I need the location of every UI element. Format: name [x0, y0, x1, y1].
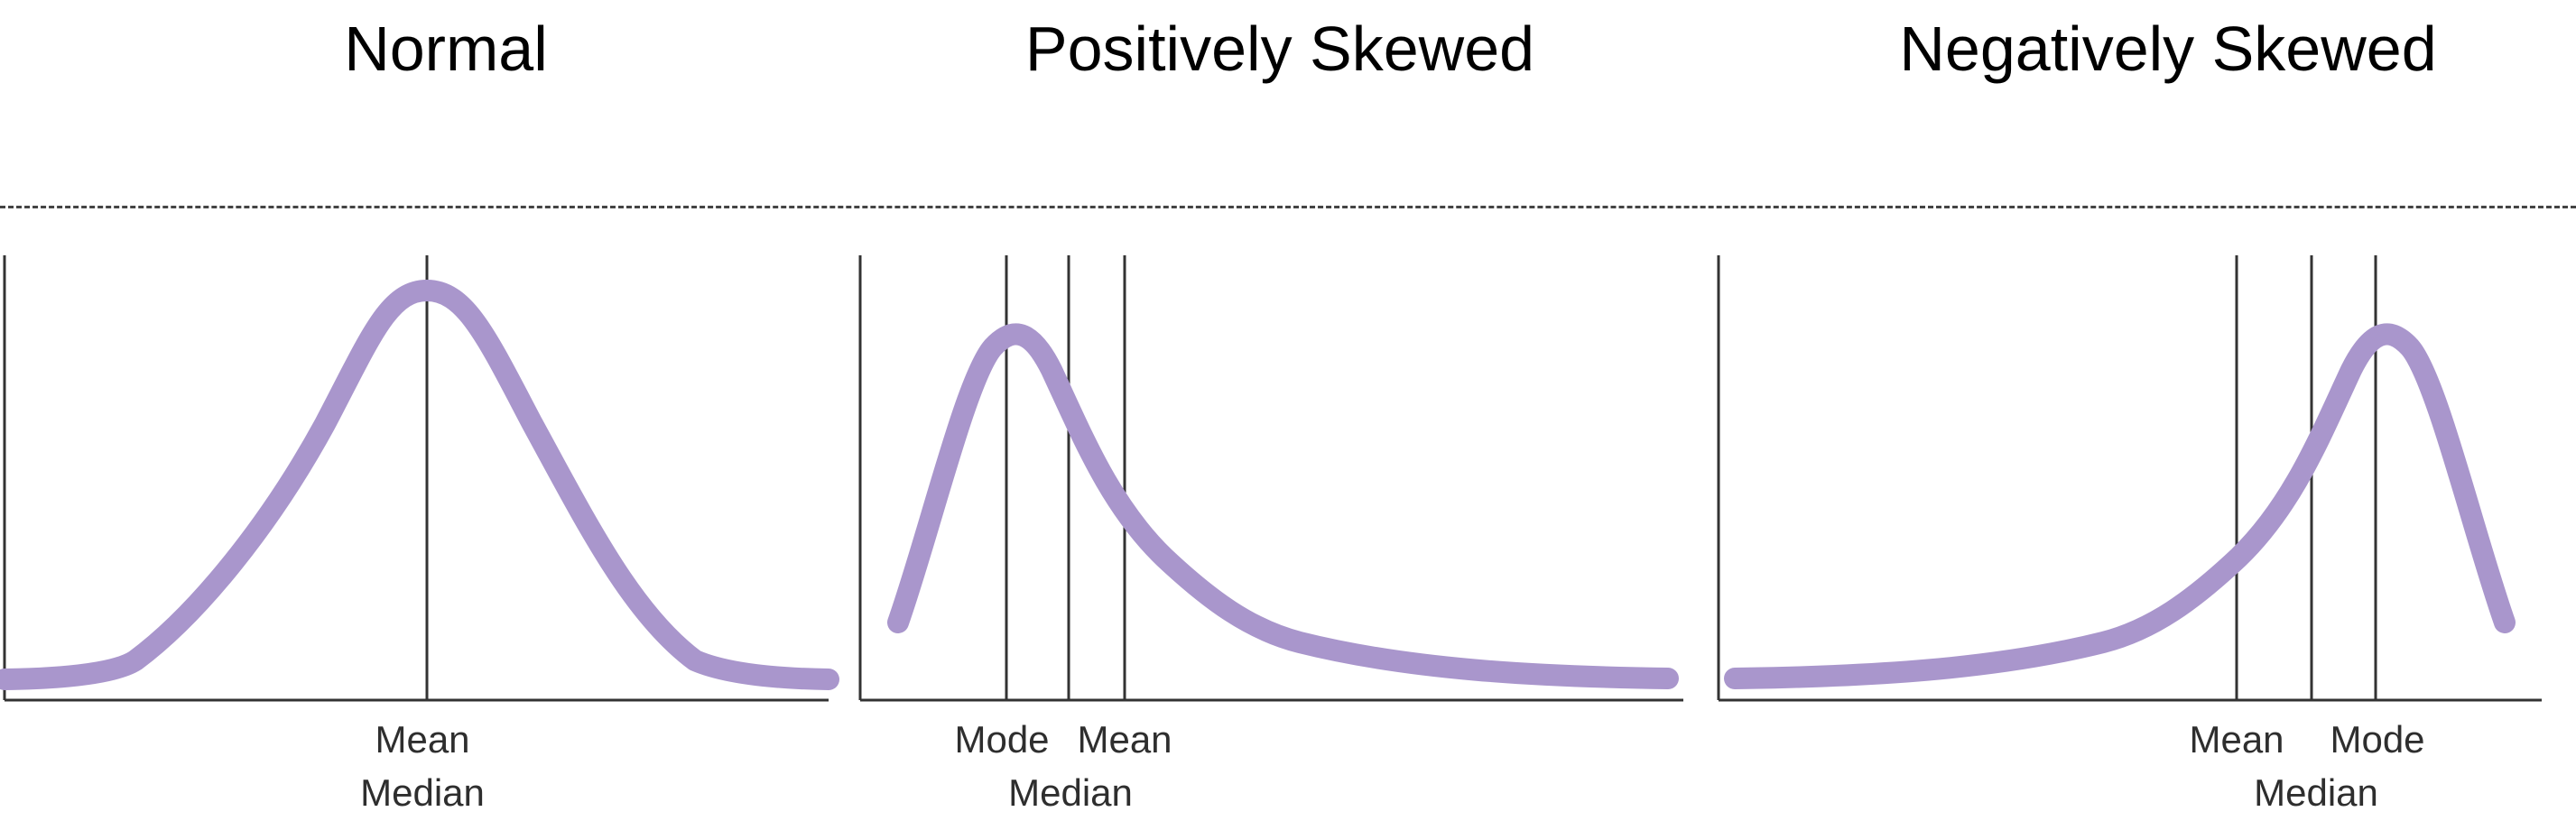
title-negatively-skewed: Negatively Skewed	[1899, 14, 2437, 84]
normal-panel: Mean Median	[0, 255, 839, 814]
neg-mean-label: Mean	[2189, 718, 2284, 761]
normal-mean-label: Mean	[375, 718, 469, 761]
negative-skew-panel: Mean Mode Median	[1717, 255, 2542, 814]
title-positively-skewed: Positively Skewed	[1024, 14, 1535, 84]
normal-median-label: Median	[360, 771, 485, 814]
normal-curve	[0, 280, 839, 690]
neg-median-label: Median	[2254, 771, 2378, 814]
positive-skew-curve	[887, 323, 1679, 689]
pos-mean-label: Mean	[1077, 718, 1172, 761]
positive-skew-panel: Mode Mean Median	[858, 255, 1683, 814]
neg-mode-label: Mode	[2330, 718, 2424, 761]
dashed-divider	[0, 206, 2576, 208]
title-normal: Normal	[344, 14, 548, 84]
pos-median-label: Median	[1008, 771, 1133, 814]
negative-skew-curve	[1724, 323, 2516, 689]
pos-mode-label: Mode	[954, 718, 1049, 761]
